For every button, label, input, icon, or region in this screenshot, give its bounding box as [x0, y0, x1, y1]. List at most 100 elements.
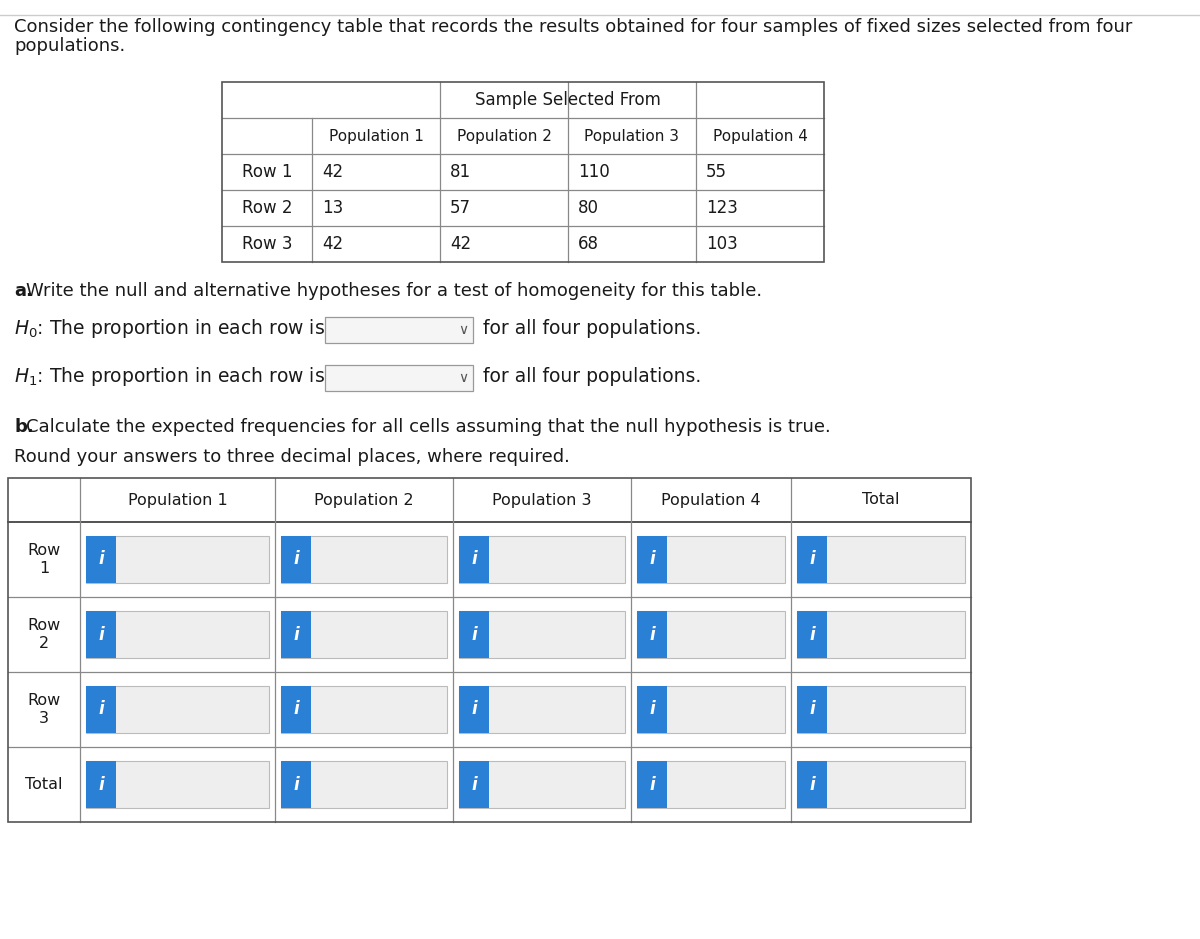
Text: for all four populations.: for all four populations.: [482, 367, 701, 387]
Text: 42: 42: [322, 163, 343, 181]
Text: $H_1$: The proportion in each row is: $H_1$: The proportion in each row is: [14, 365, 325, 389]
Text: ∨: ∨: [458, 323, 468, 337]
Bar: [637, 686, 785, 733]
Text: i: i: [649, 700, 655, 718]
Bar: [86, 536, 269, 583]
Bar: [637, 611, 667, 658]
Text: i: i: [472, 700, 476, 718]
Text: 68: 68: [578, 235, 599, 253]
Text: b.: b.: [14, 418, 34, 436]
Bar: [797, 611, 827, 658]
Text: 13: 13: [322, 199, 343, 217]
Bar: [281, 686, 311, 733]
Bar: [458, 536, 490, 583]
Bar: [281, 761, 311, 808]
Text: i: i: [809, 776, 815, 793]
Text: 42: 42: [450, 235, 472, 253]
Bar: [637, 536, 785, 583]
Text: i: i: [98, 776, 104, 793]
Text: for all four populations.: for all four populations.: [482, 319, 701, 338]
Bar: [8, 478, 971, 822]
Bar: [281, 536, 311, 583]
Text: Total: Total: [863, 492, 900, 507]
Bar: [637, 761, 667, 808]
Bar: [458, 686, 490, 733]
Text: i: i: [98, 550, 104, 568]
Text: ∨: ∨: [458, 371, 468, 385]
Text: i: i: [809, 625, 815, 643]
Text: 80: 80: [578, 199, 599, 217]
Bar: [86, 686, 116, 733]
Text: Population 4: Population 4: [713, 129, 808, 144]
Text: i: i: [649, 550, 655, 568]
Text: i: i: [809, 700, 815, 718]
Bar: [281, 611, 311, 658]
Text: i: i: [293, 550, 299, 568]
Text: i: i: [649, 625, 655, 643]
Text: Population 2: Population 2: [456, 129, 552, 144]
Text: i: i: [98, 625, 104, 643]
Text: i: i: [98, 700, 104, 718]
Bar: [281, 536, 446, 583]
Text: 42: 42: [322, 235, 343, 253]
Bar: [637, 611, 785, 658]
Text: Population 1: Population 1: [329, 129, 424, 144]
Text: Row
2: Row 2: [28, 618, 61, 651]
Text: i: i: [293, 700, 299, 718]
Bar: [797, 611, 965, 658]
Bar: [222, 82, 824, 262]
Text: i: i: [649, 776, 655, 793]
Bar: [458, 611, 490, 658]
Text: populations.: populations.: [14, 37, 125, 55]
Bar: [797, 536, 965, 583]
Text: i: i: [472, 550, 476, 568]
Bar: [325, 317, 473, 343]
Bar: [797, 761, 965, 808]
Bar: [86, 611, 116, 658]
Bar: [86, 686, 269, 733]
Text: 103: 103: [706, 235, 738, 253]
Text: 55: 55: [706, 163, 727, 181]
Bar: [797, 536, 827, 583]
Text: 123: 123: [706, 199, 738, 217]
Bar: [86, 761, 269, 808]
Bar: [797, 686, 965, 733]
Bar: [281, 611, 446, 658]
Text: i: i: [472, 776, 476, 793]
Bar: [281, 686, 446, 733]
Text: i: i: [293, 625, 299, 643]
Text: Round your answers to three decimal places, where required.: Round your answers to three decimal plac…: [14, 448, 570, 466]
Bar: [325, 365, 473, 391]
Text: Write the null and alternative hypotheses for a test of homogeneity for this tab: Write the null and alternative hypothese…: [26, 282, 762, 300]
Text: Consider the following contingency table that records the results obtained for f: Consider the following contingency table…: [14, 18, 1133, 36]
Bar: [281, 761, 446, 808]
Bar: [458, 686, 625, 733]
Text: Population 4: Population 4: [661, 492, 761, 507]
Bar: [637, 686, 667, 733]
Bar: [797, 761, 827, 808]
Text: Population 2: Population 2: [314, 492, 414, 507]
Text: Row 2: Row 2: [241, 199, 293, 217]
Bar: [458, 611, 625, 658]
Text: Row 1: Row 1: [241, 163, 293, 181]
Text: $H_0$: The proportion in each row is: $H_0$: The proportion in each row is: [14, 317, 325, 341]
Bar: [458, 536, 625, 583]
Text: Population 1: Population 1: [127, 492, 227, 507]
Text: 81: 81: [450, 163, 472, 181]
Text: i: i: [809, 550, 815, 568]
Bar: [458, 761, 625, 808]
Text: Sample Selected From: Sample Selected From: [475, 91, 661, 109]
Bar: [637, 761, 785, 808]
Text: a.: a.: [14, 282, 32, 300]
Bar: [637, 536, 667, 583]
Text: 110: 110: [578, 163, 610, 181]
Bar: [86, 536, 116, 583]
Text: i: i: [293, 776, 299, 793]
Text: i: i: [472, 625, 476, 643]
Text: Row 3: Row 3: [241, 235, 293, 253]
Bar: [86, 761, 116, 808]
Text: Row
1: Row 1: [28, 544, 61, 576]
Text: Row
3: Row 3: [28, 693, 61, 726]
Text: Calculate the expected frequencies for all cells assuming that the null hypothes: Calculate the expected frequencies for a…: [26, 418, 830, 436]
Text: Population 3: Population 3: [492, 492, 592, 507]
